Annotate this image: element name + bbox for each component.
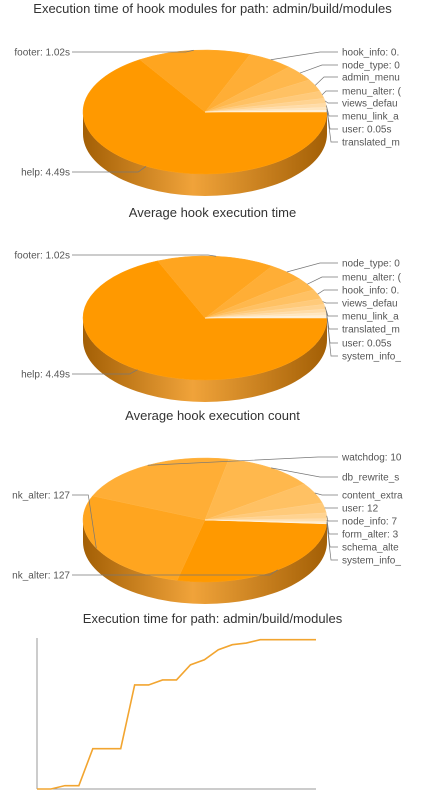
- slice-label-text: form_alter: 3: [342, 530, 399, 541]
- pie-chart-module-time: help: 4.49s footer: 1.02s hook_info: 0. nod…: [14, 48, 402, 196]
- slice-label: nk_alter: 127: [12, 491, 97, 549]
- slice-label-text: hook_info: 0.: [342, 48, 399, 59]
- slice-label-text: menu_alter: (: [342, 273, 402, 284]
- pie-chart-avg-time: help: 4.49s footer: 1.02s node_type: 0 menu…: [14, 251, 402, 402]
- slice-label: views_defau: [324, 99, 398, 110]
- slice-label: content_extra: [314, 491, 403, 502]
- slice-label-text: system_info_: [342, 556, 401, 567]
- pie-side: [83, 112, 327, 196]
- slice-label-text: schema_alte: [342, 543, 399, 554]
- pie-chart-avg-count: nk_alter: 127 nk_alter: 127 watchdog: 10 db…: [12, 453, 403, 604]
- slice-label: node_type: 0: [286, 259, 400, 273]
- slice-label-text: menu_link_a: [342, 312, 399, 323]
- slice-label: hook_info: 0.: [270, 48, 399, 61]
- slice-label-text: views_defau: [342, 299, 398, 310]
- slice-label-text: footer: 1.02s: [14, 48, 70, 59]
- pie-slice: [82, 59, 328, 175]
- slice-label-text: user: 0.05s: [342, 125, 391, 136]
- slice-label: footer: 1.02s: [14, 251, 217, 262]
- slice-label: watchdog: 10: [147, 453, 402, 466]
- slice-label: node_info: 7: [326, 515, 397, 528]
- slice-label-text: user: 12: [342, 504, 379, 515]
- slice-label: help: 4.49s: [21, 166, 147, 179]
- slice-label-text: help: 4.49s: [21, 168, 70, 179]
- slice-label-text: watchdog: 10: [341, 453, 402, 464]
- slice-label: menu_alter: (: [307, 273, 402, 285]
- slice-label-text: node_type: 0: [342, 61, 400, 72]
- slice-label-text: footer: 1.02s: [14, 251, 70, 262]
- slice-label-text: hook_info: 0.: [342, 286, 399, 297]
- pie-side: [83, 318, 327, 402]
- chart-title-3: Average hook execution count: [125, 408, 300, 423]
- chart-title-1: Execution time of hook modules for path:…: [33, 1, 392, 16]
- slice-label-text: node_type: 0: [342, 259, 400, 270]
- slice-label: menu_alter: (: [321, 87, 402, 98]
- slice-label-text: translated_m: [342, 138, 400, 149]
- slice-label-text: node_info: 7: [342, 517, 397, 528]
- slice-label: admin_menu: [314, 73, 400, 86]
- slice-label-text: translated_m: [342, 325, 400, 336]
- series-line: [37, 638, 316, 790]
- line-chart-exec-time: [36, 638, 316, 790]
- chart-title-2: Average hook execution time: [128, 205, 297, 220]
- slice-label-text: content_extra: [342, 491, 403, 502]
- slice-label: system_info_: [326, 316, 401, 363]
- slice-label-text: nk_alter: 127: [12, 491, 70, 502]
- chart-title-4: Execution time for path: admin/build/mod…: [82, 611, 343, 626]
- slice-label-text: menu_link_a: [342, 112, 399, 123]
- slice-label: menu_link_a: [324, 306, 399, 323]
- slice-label: node_type: 0: [299, 61, 400, 74]
- slice-label: footer: 1.02s: [14, 48, 194, 59]
- pie-side: [83, 520, 327, 604]
- slice-label-text: db_rewrite_s: [342, 473, 399, 484]
- slice-label: user: 12: [324, 504, 379, 515]
- slice-label: db_rewrite_s: [271, 467, 399, 484]
- slice-label-text: menu_alter: (: [342, 87, 402, 98]
- slice-label-text: system_info_: [342, 352, 401, 363]
- slice-label: form_alter: 3: [326, 520, 399, 541]
- slice-label-text: views_defau: [342, 99, 398, 110]
- slice-label: system_info_: [326, 523, 401, 567]
- slice-label: help: 4.49s: [21, 369, 138, 381]
- slice-label-text: help: 4.49s: [21, 370, 70, 381]
- slice-label: hook_info: 0.: [317, 286, 399, 297]
- slice-label-text: user: 0.05s: [342, 339, 391, 350]
- slice-label: views_defau: [322, 299, 398, 310]
- slice-label: translated_m: [326, 111, 400, 149]
- pie-slice: [82, 495, 206, 581]
- slice-label-text: admin_menu: [342, 73, 400, 84]
- slice-label-text: nk_alter: 127: [12, 571, 70, 582]
- slice-label: nk_alter: 127: [12, 569, 278, 582]
